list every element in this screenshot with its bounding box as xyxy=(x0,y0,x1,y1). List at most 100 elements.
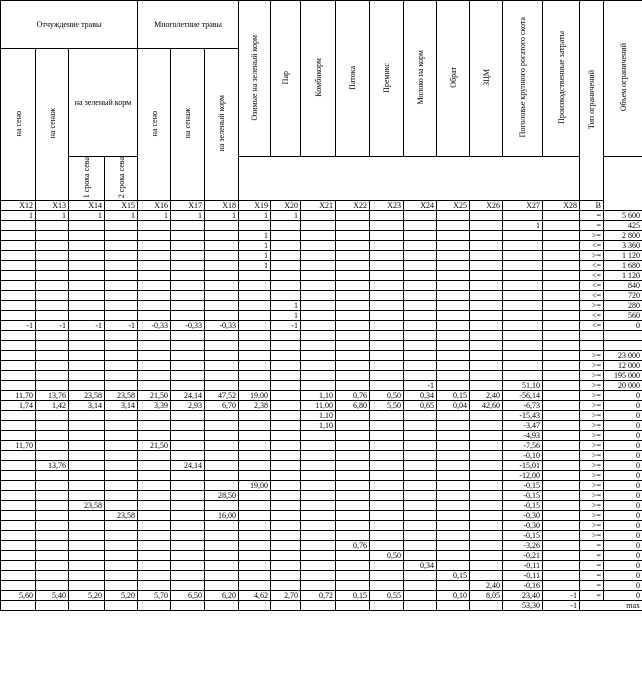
coef-cell xyxy=(238,580,271,592)
coef-cell xyxy=(104,490,138,502)
coef-cell xyxy=(35,290,69,302)
coef-cell xyxy=(0,410,36,422)
coef-cell: 1 xyxy=(104,210,138,222)
coef-cell: 19,00 xyxy=(238,390,271,402)
constraint-volume-cell: 0 xyxy=(603,320,642,332)
col-header-label: 2 срока сева xyxy=(116,157,126,199)
coef-cell xyxy=(0,450,36,462)
coef-cell xyxy=(369,230,404,242)
coef-cell xyxy=(204,470,239,482)
coef-cell xyxy=(369,520,404,532)
coef-cell xyxy=(542,330,580,342)
coef-cell xyxy=(436,290,470,302)
coef-cell xyxy=(0,570,36,582)
coef-cell xyxy=(436,310,470,322)
coef-cell xyxy=(68,310,105,322)
coef-cell xyxy=(238,270,271,282)
coef-cell xyxy=(137,560,171,572)
coef-cell xyxy=(137,230,171,242)
coef-cell xyxy=(300,510,336,522)
col-header-x22: Патока xyxy=(335,0,370,157)
coef-cell xyxy=(469,330,503,342)
coef-cell xyxy=(502,250,543,262)
group-header-perennial: Многолетние травы xyxy=(137,0,239,49)
coef-cell xyxy=(35,380,69,392)
coef-cell xyxy=(542,450,580,462)
constraint-type-cell: >= xyxy=(579,530,604,542)
constraint-volume-cell: 840 xyxy=(603,280,642,292)
constraint-volume-cell: 0 xyxy=(603,440,642,452)
col-header-x24: Молоко на корм xyxy=(403,0,437,157)
coef-cell xyxy=(137,300,171,312)
coef-cell xyxy=(300,490,336,502)
coef-cell: 1,10 xyxy=(300,390,336,402)
coef-cell xyxy=(270,580,301,592)
coef-cell xyxy=(170,340,205,352)
coef-cell xyxy=(335,260,370,272)
coef-cell: -0,33 xyxy=(204,320,239,332)
coef-cell xyxy=(0,220,36,232)
coef-cell xyxy=(542,490,580,502)
constraint-type-cell: = xyxy=(579,550,604,562)
coef-cell xyxy=(35,410,69,422)
coef-cell xyxy=(0,270,36,282)
coef-cell xyxy=(238,320,271,332)
col-header-label: на зеленый корм xyxy=(217,95,226,152)
group-header-grass: Отчуждение травы xyxy=(0,0,138,49)
coef-cell xyxy=(403,420,437,432)
coef-cell xyxy=(369,310,404,322)
coef-cell: 6,80 xyxy=(335,400,370,412)
coef-cell: 51,10 xyxy=(502,380,543,392)
coef-cell xyxy=(403,570,437,582)
variable-code: X15 xyxy=(104,200,138,212)
coef-cell: -0,10 xyxy=(502,450,543,462)
coef-cell: 23,58 xyxy=(104,510,138,522)
coef-cell xyxy=(300,370,336,382)
coef-cell xyxy=(68,230,105,242)
coef-cell xyxy=(68,260,105,272)
constraint-volume-cell: 0 xyxy=(603,570,642,582)
coef-cell xyxy=(104,240,138,252)
constraint-type-cell: >= xyxy=(579,440,604,452)
coef-cell xyxy=(238,560,271,572)
coef-cell: -1 xyxy=(0,320,36,332)
coef-cell xyxy=(542,300,580,312)
coef-cell xyxy=(137,460,171,472)
coef-cell xyxy=(137,360,171,372)
coef-cell xyxy=(469,300,503,312)
col-header-label: Озимые на зеленый корм xyxy=(250,34,259,121)
coef-cell xyxy=(369,360,404,372)
volume-header: Объем ограничений xyxy=(603,0,642,157)
col-header-label: Поголовье крупного рогатого скота xyxy=(518,17,527,138)
coef-cell: -0,30 xyxy=(502,510,543,522)
coef-cell xyxy=(238,430,271,442)
coef-cell: 0,10 xyxy=(436,590,470,602)
coef-cell xyxy=(436,270,470,282)
coef-cell xyxy=(469,210,503,222)
coef-cell xyxy=(436,420,470,432)
coef-cell xyxy=(270,440,301,452)
coef-cell xyxy=(204,340,239,352)
coef-cell xyxy=(469,340,503,352)
coef-cell xyxy=(502,260,543,272)
constraint-type-cell: = xyxy=(579,210,604,222)
coef-cell xyxy=(469,550,503,562)
coef-cell xyxy=(403,580,437,592)
coef-cell xyxy=(542,340,580,352)
constraint-volume-cell: 23 000 xyxy=(603,350,642,362)
coef-cell xyxy=(335,240,370,252)
coef-cell xyxy=(104,470,138,482)
coef-cell xyxy=(204,270,239,282)
coef-cell xyxy=(469,420,503,432)
coef-cell xyxy=(335,280,370,292)
coef-cell: -0,15 xyxy=(502,530,543,542)
coef-cell xyxy=(270,220,301,232)
coef-cell xyxy=(68,450,105,462)
constraint-volume-cell: 2 800 xyxy=(603,230,642,242)
variable-code: X17 xyxy=(170,200,205,212)
coef-cell xyxy=(35,370,69,382)
coef-cell xyxy=(104,520,138,532)
coef-cell xyxy=(469,470,503,482)
coef-cell xyxy=(403,300,437,312)
table-row: 1 <= 1 680 xyxy=(0,260,642,272)
